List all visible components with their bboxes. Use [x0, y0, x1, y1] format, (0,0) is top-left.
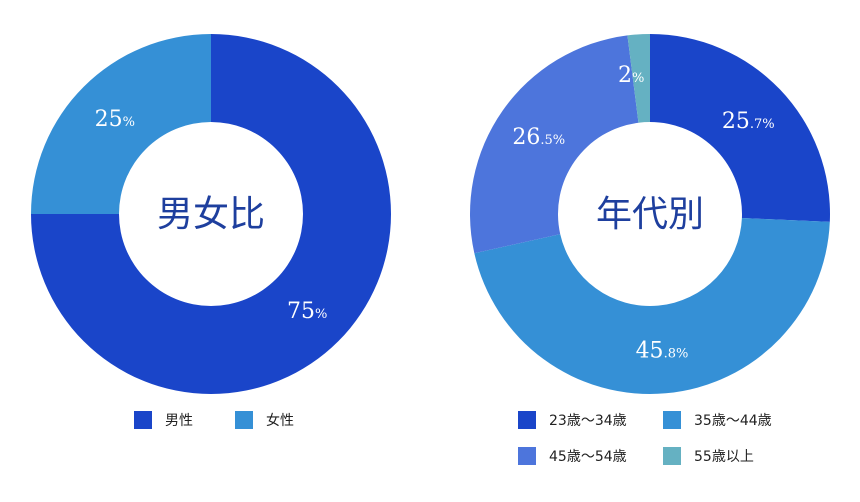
age-donut-chart: 25.7% 45.8% 26.5% 2% 年代別 23歳〜34歳 35歳〜44歳 45歳〜… [470, 34, 830, 465]
gender-legend-label: 女性 [266, 412, 294, 429]
age-chart-title: 年代別 [596, 194, 704, 235]
age-legend-item-0: 23歳〜34歳 [518, 411, 627, 429]
gender-legend-swatch [235, 411, 253, 429]
gender-slice-label-unit: % [123, 115, 135, 130]
age-slice-label-unit: % [632, 71, 644, 86]
gender-slice-1 [31, 34, 211, 214]
gender-slice-0 [31, 34, 391, 394]
age-slice-label-number: 25 [722, 109, 750, 134]
gender-chart-title: 男女比 [157, 194, 265, 235]
age-slice-label-0: 25.7% [722, 109, 775, 134]
age-slice-labels: 25.7% 45.8% 26.5% 2% [512, 63, 774, 363]
age-legend: 23歳〜34歳 35歳〜44歳 45歳〜54歳 55歳以上 [518, 411, 772, 465]
age-legend-label: 23歳〜34歳 [549, 413, 627, 429]
age-slice-label-number: 2 [618, 63, 632, 88]
age-slice-0 [650, 34, 830, 222]
age-legend-item-1: 35歳〜44歳 [663, 411, 772, 429]
age-slice-label-number: 45 [636, 338, 664, 363]
age-slice-label-unit: .5% [540, 133, 565, 148]
gender-slices [31, 34, 391, 394]
gender-legend-item-1: 女性 [235, 411, 294, 429]
gender-legend-item-0: 男性 [134, 411, 193, 429]
age-slices [470, 34, 830, 394]
gender-legend: 男性 女性 [134, 411, 294, 429]
age-legend-swatch [663, 411, 681, 429]
age-legend-swatch [518, 447, 536, 465]
age-legend-swatch [518, 411, 536, 429]
gender-slice-label-number: 25 [95, 107, 123, 132]
age-slice-label-2: 26.5% [512, 125, 565, 150]
gender-donut-chart: 75%25% 男女比 男性 女性 [31, 34, 391, 429]
gender-legend-label: 男性 [165, 413, 193, 429]
age-legend-label: 45歳〜54歳 [549, 449, 627, 465]
age-slice-3 [627, 34, 650, 123]
gender-slice-labels: 75%25% [95, 107, 328, 324]
age-slice-1 [474, 218, 830, 394]
age-legend-item-2: 45歳〜54歳 [518, 447, 627, 465]
age-slice-label-number: 26 [512, 125, 540, 150]
age-legend-item-3: 55歳以上 [663, 447, 754, 465]
gender-slice-label-1: 25% [95, 107, 135, 132]
age-slice-label-unit: .8% [664, 346, 689, 361]
age-legend-swatch [663, 447, 681, 465]
age-legend-label: 35歳〜44歳 [694, 413, 772, 429]
gender-slice-label-number: 75 [287, 299, 315, 324]
age-slice-label-1: 45.8% [636, 338, 689, 363]
age-slice-label-unit: .7% [750, 117, 775, 132]
gender-slice-label-unit: % [315, 307, 327, 322]
gender-slice-label-0: 75% [287, 299, 327, 324]
age-legend-label: 55歳以上 [694, 449, 754, 465]
age-slice-label-3: 2% [618, 63, 644, 88]
age-slice-2 [470, 35, 639, 254]
gender-legend-swatch [134, 411, 152, 429]
